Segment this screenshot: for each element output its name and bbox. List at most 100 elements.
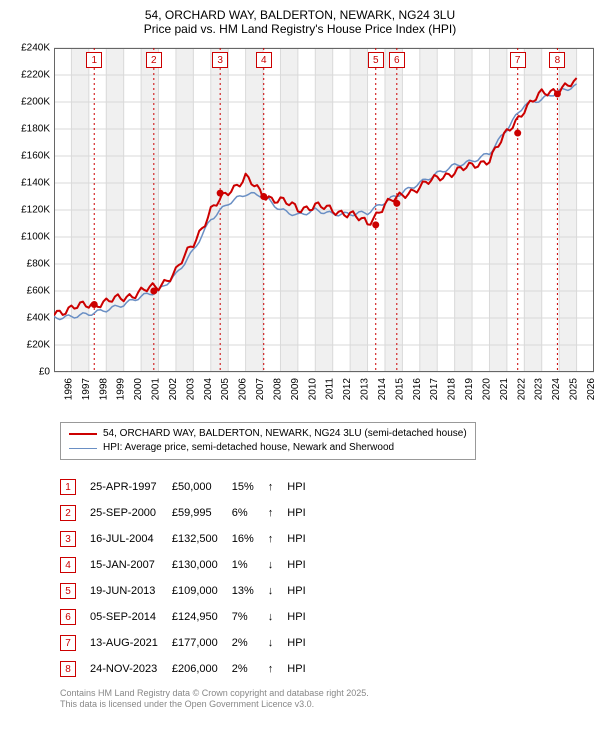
svg-text:2008: 2008 bbox=[272, 378, 283, 401]
row-vs: HPI bbox=[287, 500, 319, 526]
chart-marker-6: 6 bbox=[389, 52, 405, 68]
y-tick-label: £40K bbox=[27, 313, 54, 324]
row-marker: 1 bbox=[60, 479, 76, 495]
row-date: 19-JUN-2013 bbox=[90, 578, 172, 604]
row-vs: HPI bbox=[287, 604, 319, 630]
svg-text:1998: 1998 bbox=[98, 378, 109, 401]
row-pct: 6% bbox=[232, 500, 268, 526]
row-date: 25-SEP-2000 bbox=[90, 500, 172, 526]
svg-text:2019: 2019 bbox=[464, 378, 475, 401]
chart-marker-2: 2 bbox=[146, 52, 162, 68]
transactions-table: 125-APR-1997£50,00015%↑HPI225-SEP-2000£5… bbox=[60, 474, 320, 682]
figure-container: 54, ORCHARD WAY, BALDERTON, NEWARK, NG24… bbox=[0, 0, 600, 717]
row-marker: 5 bbox=[60, 583, 76, 599]
table-row: 713-AUG-2021£177,0002%↓HPI bbox=[60, 630, 320, 656]
svg-text:1997: 1997 bbox=[81, 378, 92, 401]
legend-swatch-hpi bbox=[69, 448, 97, 449]
row-pct: 2% bbox=[232, 630, 268, 656]
svg-text:1995: 1995 bbox=[54, 378, 57, 401]
chart-marker-4: 4 bbox=[256, 52, 272, 68]
legend-item-property: 54, ORCHARD WAY, BALDERTON, NEWARK, NG24… bbox=[69, 427, 467, 441]
legend: 54, ORCHARD WAY, BALDERTON, NEWARK, NG24… bbox=[60, 422, 476, 460]
table-row: 605-SEP-2014£124,9507%↓HPI bbox=[60, 604, 320, 630]
y-tick-label: £200K bbox=[21, 97, 54, 108]
svg-text:2024: 2024 bbox=[551, 378, 562, 401]
row-marker: 8 bbox=[60, 661, 76, 677]
y-tick-label: £160K bbox=[21, 151, 54, 162]
row-pct: 13% bbox=[232, 578, 268, 604]
svg-text:2017: 2017 bbox=[429, 378, 440, 401]
row-price: £130,000 bbox=[172, 552, 232, 578]
table-row: 4 15-JAN-2007£130,0001%↓HPI bbox=[60, 552, 320, 578]
chart-marker-1: 1 bbox=[86, 52, 102, 68]
svg-text:2018: 2018 bbox=[447, 378, 458, 401]
svg-text:2002: 2002 bbox=[168, 378, 179, 401]
row-price: £59,995 bbox=[172, 500, 232, 526]
row-pct: 15% bbox=[232, 474, 268, 500]
row-date: 25-APR-1997 bbox=[90, 474, 172, 500]
row-pct: 16% bbox=[232, 526, 268, 552]
table-row: 824-NOV-2023£206,0002%↑HPI bbox=[60, 656, 320, 682]
y-tick-label: £100K bbox=[21, 232, 54, 243]
y-tick-label: £80K bbox=[27, 259, 54, 270]
svg-text:2014: 2014 bbox=[377, 378, 388, 401]
row-vs: HPI bbox=[287, 630, 319, 656]
svg-text:1999: 1999 bbox=[116, 378, 127, 401]
y-tick-label: £240K bbox=[21, 43, 54, 54]
y-tick-label: £60K bbox=[27, 286, 54, 297]
row-date: 15-JAN-2007 bbox=[90, 552, 172, 578]
table-row: 2 25-SEP-2000£59,9956%↑HPI bbox=[60, 500, 320, 526]
svg-text:2013: 2013 bbox=[360, 378, 371, 401]
row-date: 13-AUG-2021 bbox=[90, 630, 172, 656]
row-arrow: ↑ bbox=[268, 474, 288, 500]
chart-area: £0£20K£40K£60K£80K£100K£120K£140K£160K£1… bbox=[54, 42, 594, 412]
row-marker: 7 bbox=[60, 635, 76, 651]
row-arrow: ↓ bbox=[268, 552, 288, 578]
row-pct: 7% bbox=[232, 604, 268, 630]
footer-line-2: This data is licensed under the Open Gov… bbox=[60, 699, 590, 710]
svg-text:2007: 2007 bbox=[255, 378, 266, 401]
legend-label-property: 54, ORCHARD WAY, BALDERTON, NEWARK, NG24… bbox=[103, 427, 467, 441]
svg-text:2006: 2006 bbox=[238, 378, 249, 401]
svg-text:2011: 2011 bbox=[325, 378, 336, 400]
title-line-2: Price paid vs. HM Land Registry's House … bbox=[10, 22, 590, 36]
svg-text:2023: 2023 bbox=[534, 378, 545, 401]
svg-text:2025: 2025 bbox=[569, 378, 580, 401]
row-arrow: ↑ bbox=[268, 500, 288, 526]
chart-marker-8: 8 bbox=[549, 52, 565, 68]
legend-item-hpi: HPI: Average price, semi-detached house,… bbox=[69, 441, 467, 455]
svg-text:2005: 2005 bbox=[220, 378, 231, 401]
row-vs: HPI bbox=[287, 526, 319, 552]
legend-swatch-property bbox=[69, 433, 97, 435]
svg-text:2004: 2004 bbox=[203, 378, 214, 401]
row-price: £206,000 bbox=[172, 656, 232, 682]
row-date: 05-SEP-2014 bbox=[90, 604, 172, 630]
svg-text:2003: 2003 bbox=[185, 378, 196, 401]
row-price: £109,000 bbox=[172, 578, 232, 604]
y-tick-label: £120K bbox=[21, 205, 54, 216]
table-row: 125-APR-1997£50,00015%↑HPI bbox=[60, 474, 320, 500]
row-vs: HPI bbox=[287, 578, 319, 604]
svg-text:2016: 2016 bbox=[412, 378, 423, 401]
row-pct: 2% bbox=[232, 656, 268, 682]
y-tick-label: £0 bbox=[39, 367, 54, 378]
y-tick-label: £20K bbox=[27, 340, 54, 351]
svg-text:2020: 2020 bbox=[481, 378, 492, 401]
svg-text:2010: 2010 bbox=[307, 378, 318, 401]
title-line-1: 54, ORCHARD WAY, BALDERTON, NEWARK, NG24… bbox=[10, 8, 590, 22]
table-row: 316-JUL-2004£132,50016%↑HPI bbox=[60, 526, 320, 552]
y-tick-label: £220K bbox=[21, 70, 54, 81]
svg-text:2022: 2022 bbox=[516, 378, 527, 401]
row-vs: HPI bbox=[287, 552, 319, 578]
attribution-footer: Contains HM Land Registry data © Crown c… bbox=[60, 688, 590, 711]
row-price: £50,000 bbox=[172, 474, 232, 500]
row-marker: 6 bbox=[60, 609, 76, 625]
row-marker: 4 bbox=[60, 557, 76, 573]
row-date: 24-NOV-2023 bbox=[90, 656, 172, 682]
svg-text:2026: 2026 bbox=[586, 378, 594, 401]
y-tick-label: £180K bbox=[21, 124, 54, 135]
row-date: 16-JUL-2004 bbox=[90, 526, 172, 552]
row-pct: 1% bbox=[232, 552, 268, 578]
row-marker: 2 bbox=[60, 505, 76, 521]
row-arrow: ↓ bbox=[268, 604, 288, 630]
